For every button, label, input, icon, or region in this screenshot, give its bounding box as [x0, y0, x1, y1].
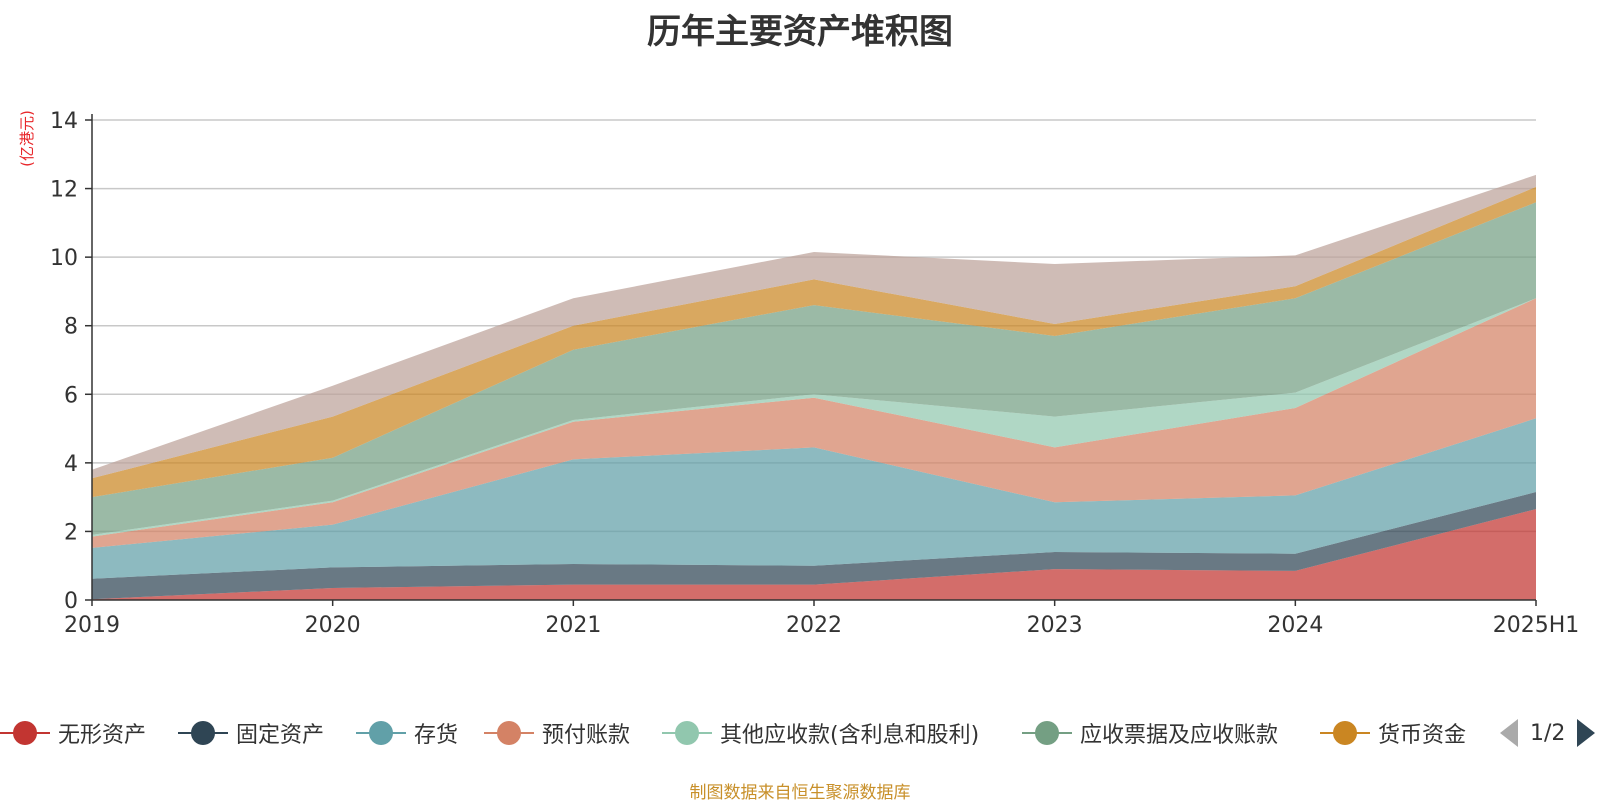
x-tick-label: 2020 — [305, 613, 361, 638]
x-tick-label: 2024 — [1267, 613, 1323, 638]
area-series — [92, 298, 1536, 548]
y-tick-label: 8 — [64, 315, 78, 340]
legend: 无形资产 固定资产 存货 预付账款 其他应收款(含利息和股利) 应收票据及应收账款 货币资金 — [0, 716, 1600, 756]
y-tick-label: 10 — [50, 246, 78, 271]
y-tick-label: 0 — [64, 589, 78, 614]
x-tick-label: 2021 — [545, 613, 601, 638]
legend-label: 无形资产 — [58, 723, 147, 748]
area-series — [92, 492, 1536, 600]
legend-pager: 1/2 — [1500, 716, 1596, 750]
legend-marker-icon — [1022, 721, 1072, 745]
area-series — [92, 509, 1536, 600]
legend-marker-icon — [484, 721, 534, 745]
legend-label: 应收票据及应收账款 — [1080, 723, 1279, 748]
y-tick-label: 4 — [64, 452, 78, 477]
legend-next-page-icon[interactable] — [1577, 719, 1596, 747]
legend-label: 其他应收款(含利息和股利) — [720, 723, 980, 748]
legend-marker-icon — [356, 721, 406, 745]
x-tick-label: 2023 — [1027, 613, 1083, 638]
legend-item[interactable]: 预付账款 — [484, 716, 630, 750]
legend-label: 预付账款 — [542, 723, 631, 748]
area-series — [92, 186, 1536, 498]
x-tick-label: 2022 — [786, 613, 842, 638]
legend-marker-icon — [178, 721, 228, 745]
legend-label: 货币资金 — [1378, 723, 1467, 748]
legend-marker-icon — [0, 721, 50, 745]
legend-label: 固定资产 — [236, 723, 325, 748]
legend-label: 存货 — [414, 723, 459, 748]
chart-title: 历年主要资产堆积图 — [647, 12, 953, 52]
y-tick-label: 14 — [50, 109, 78, 134]
x-tick-label: 2025H1 — [1493, 613, 1580, 638]
source-note: 制图数据来自恒生聚源数据库 — [689, 783, 911, 803]
legend-item[interactable]: 应收票据及应收账款 — [1022, 716, 1278, 750]
legend-item[interactable]: 固定资产 — [178, 716, 324, 750]
legend-item[interactable]: 其他应收款(含利息和股利) — [662, 716, 979, 750]
y-tick-label: 12 — [50, 178, 78, 203]
legend-prev-page-icon[interactable] — [1500, 719, 1518, 747]
area-series — [92, 418, 1536, 579]
y-tick-label: 6 — [64, 383, 78, 408]
legend-marker-icon — [662, 721, 712, 745]
legend-marker-icon — [1320, 721, 1370, 745]
legend-page-indicator: 1/2 — [1530, 720, 1566, 746]
legend-item[interactable]: 无形资产 — [0, 716, 146, 750]
legend-item[interactable]: 货币资金 — [1320, 716, 1466, 750]
area-series — [92, 202, 1536, 535]
legend-item[interactable]: 存货 — [356, 716, 458, 750]
area-chart: 0 2 4 6 8 10 12 14 2019 2020 2021 2022 2023 2024 2025H… — [50, 109, 1580, 638]
x-tick-label: 2019 — [64, 613, 120, 638]
y-tick-label: 2 — [64, 520, 78, 545]
